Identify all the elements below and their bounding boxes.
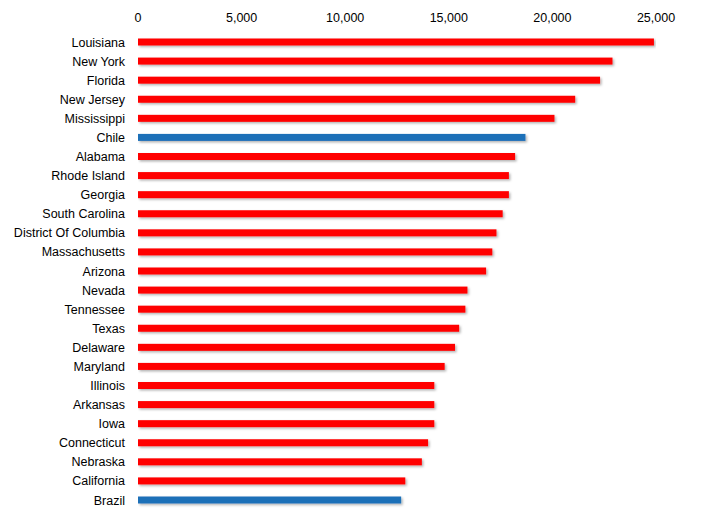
category-label: Louisiana bbox=[71, 36, 125, 50]
bar bbox=[138, 401, 434, 408]
category-label: Mississippi bbox=[65, 112, 125, 126]
category-label: Arizona bbox=[83, 265, 125, 279]
bar bbox=[138, 58, 612, 65]
category-label: Florida bbox=[87, 74, 125, 88]
bar bbox=[138, 268, 486, 275]
bar bbox=[138, 153, 515, 160]
tick-label: 0 bbox=[135, 11, 142, 25]
category-label: Georgia bbox=[81, 188, 126, 202]
bar bbox=[138, 77, 600, 84]
bar bbox=[138, 191, 509, 198]
bar bbox=[138, 477, 405, 484]
category-label: South Carolina bbox=[42, 207, 125, 221]
tick-label: 20,000 bbox=[533, 11, 571, 25]
category-label: Tennessee bbox=[65, 303, 126, 317]
bar bbox=[138, 96, 575, 103]
tick-label: 15,000 bbox=[430, 11, 468, 25]
bar bbox=[138, 497, 401, 504]
tick-label: 5,000 bbox=[226, 11, 257, 25]
bar bbox=[138, 248, 492, 255]
category-label: California bbox=[72, 474, 125, 488]
category-label: Brazil bbox=[94, 494, 125, 508]
bar bbox=[138, 134, 525, 141]
bar bbox=[138, 382, 434, 389]
category-label: Iowa bbox=[99, 417, 125, 431]
category-label: Connecticut bbox=[59, 436, 126, 450]
bar bbox=[138, 115, 554, 122]
category-label: Rhode Island bbox=[51, 169, 125, 183]
bar bbox=[138, 420, 434, 427]
tick-label: 10,000 bbox=[326, 11, 364, 25]
category-label: District Of Columbia bbox=[14, 226, 125, 240]
bar bbox=[138, 210, 503, 217]
category-label: Illinois bbox=[90, 379, 125, 393]
chart: 0 5,000 10,000 15,000 20,000 25,000 Louisiana N… bbox=[0, 0, 723, 519]
bar bbox=[138, 287, 467, 294]
bar bbox=[138, 306, 465, 313]
bar bbox=[138, 344, 455, 351]
category-label: Alabama bbox=[76, 150, 125, 164]
tick-label: 25,000 bbox=[637, 11, 675, 25]
category-label: Nevada bbox=[82, 284, 125, 298]
category-label: Nebraska bbox=[72, 455, 126, 469]
category-label: Chile bbox=[97, 131, 126, 145]
bar bbox=[138, 172, 509, 179]
bars bbox=[138, 39, 654, 504]
category-label: Texas bbox=[92, 322, 125, 336]
bar bbox=[138, 229, 496, 236]
category-label: New Jersey bbox=[60, 93, 126, 107]
bar bbox=[138, 363, 445, 370]
bar bbox=[138, 39, 654, 46]
bar bbox=[138, 439, 428, 446]
category-label: New York bbox=[72, 55, 126, 69]
bar bbox=[138, 325, 459, 332]
category-label: Delaware bbox=[72, 341, 125, 355]
category-label: Massachusetts bbox=[42, 245, 125, 259]
category-label: Arkansas bbox=[73, 398, 125, 412]
category-label: Maryland bbox=[74, 360, 125, 374]
bar bbox=[138, 458, 422, 465]
